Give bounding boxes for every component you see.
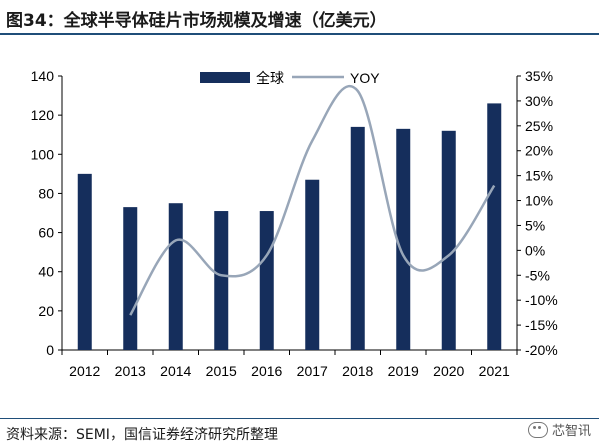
left-tick-label: 40 (38, 264, 54, 280)
watermark: 芯智讯 (527, 420, 591, 439)
legend-bar-swatch (200, 72, 250, 83)
bar-2018 (350, 126, 365, 350)
bar-series (77, 103, 502, 351)
x-tick-label: 2020 (433, 363, 464, 379)
x-tick-label: 2013 (115, 363, 146, 379)
yoy-line-series (129, 84, 496, 316)
bar-2017 (305, 179, 320, 350)
footer-divider (0, 418, 599, 419)
right-tick-label: 10% (525, 193, 553, 209)
chart-title: 图34：全球半导体硅片市场规模及增速（亿美元） (6, 11, 387, 31)
right-tick-label: 0% (525, 242, 545, 258)
legend-line-label: YOY (350, 70, 380, 86)
right-tick-label: 35% (525, 68, 553, 84)
bar-2013 (123, 207, 138, 350)
right-tick-label: -20% (525, 342, 558, 358)
left-tick-label: 20 (38, 303, 54, 319)
bar-2014 (168, 203, 183, 350)
left-tick-label: 60 (38, 225, 54, 241)
x-tick-label: 2017 (297, 363, 328, 379)
yoy-line (129, 84, 496, 316)
right-tick-label: 5% (525, 217, 545, 233)
left-tick-label: 100 (31, 146, 55, 162)
right-tick-label: -5% (525, 267, 550, 283)
right-tick-label: 15% (525, 168, 553, 184)
bar-2021 (487, 103, 502, 351)
bar-2016 (259, 211, 274, 350)
bar-2012 (77, 173, 92, 350)
x-tick-label: 2021 (479, 363, 510, 379)
title-divider (0, 33, 599, 35)
left-tick-label: 80 (38, 185, 54, 201)
left-tick-label: 140 (31, 68, 55, 84)
x-tick-label: 2014 (160, 363, 191, 379)
legend: 全球 YOY (200, 70, 380, 86)
bar-2019 (396, 128, 411, 350)
right-tick-label: 25% (525, 118, 553, 134)
x-tick-label: 2018 (342, 363, 373, 379)
left-tick-label: 0 (46, 342, 54, 358)
x-tick-label: 2012 (69, 363, 100, 379)
x-tick-label: 2015 (206, 363, 237, 379)
left-tick-label: 120 (31, 107, 55, 123)
legend-bar-label: 全球 (256, 70, 284, 86)
x-tick-label: 2019 (388, 363, 419, 379)
chart-axes: 0 20 40 60 80 100 120 140 -20% -15% -10% -5% 0% 5% 10%… (31, 68, 558, 379)
bar-2020 (441, 130, 456, 350)
bar-2015 (214, 211, 229, 350)
right-tick-label: -10% (525, 292, 558, 308)
right-tick-label: 30% (525, 93, 553, 109)
right-tick-label: 20% (525, 143, 553, 159)
watermark-text: 芯智讯 (551, 424, 591, 439)
right-tick-label: -15% (525, 317, 558, 333)
wechat-icon (527, 421, 548, 438)
x-tick-label: 2016 (251, 363, 282, 379)
source-note: 资料来源：SEMI，国信证券经济研究所整理 (6, 427, 278, 443)
